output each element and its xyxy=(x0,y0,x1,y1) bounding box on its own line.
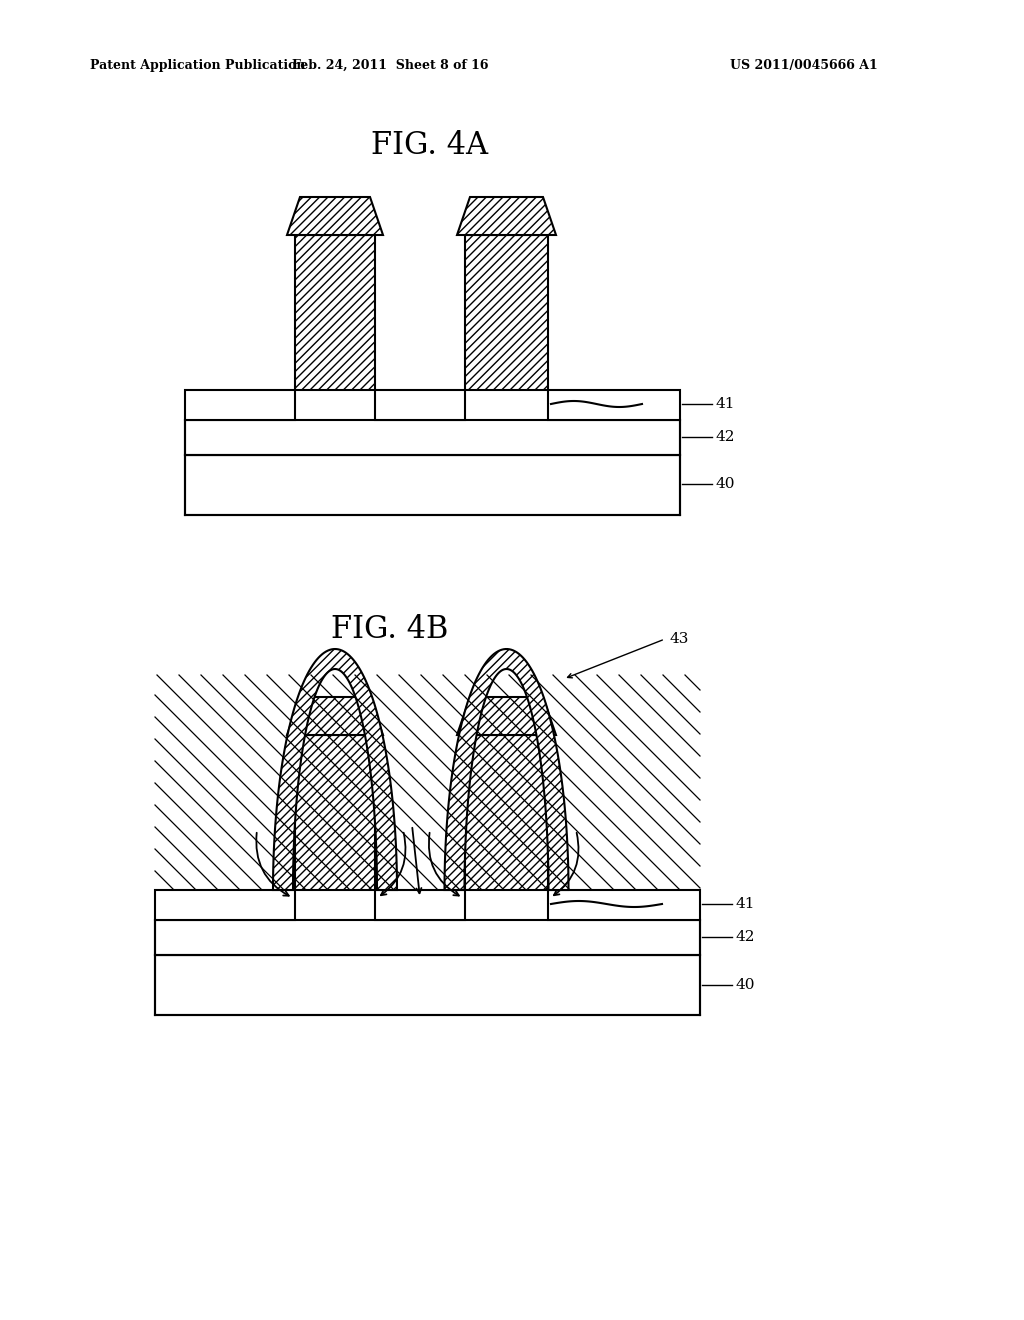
Polygon shape xyxy=(457,197,556,235)
Polygon shape xyxy=(287,697,383,735)
Polygon shape xyxy=(155,920,700,954)
Polygon shape xyxy=(375,890,465,920)
Polygon shape xyxy=(548,890,700,920)
Polygon shape xyxy=(155,890,295,920)
Text: 40: 40 xyxy=(736,978,756,993)
Polygon shape xyxy=(465,235,548,389)
Text: Feb. 24, 2011  Sheet 8 of 16: Feb. 24, 2011 Sheet 8 of 16 xyxy=(292,58,488,71)
Polygon shape xyxy=(185,389,295,420)
Text: 41: 41 xyxy=(736,898,756,911)
Polygon shape xyxy=(287,197,383,235)
Text: FIG. 4A: FIG. 4A xyxy=(372,129,488,161)
Text: 40: 40 xyxy=(716,477,735,491)
Polygon shape xyxy=(185,420,680,455)
Polygon shape xyxy=(155,954,700,1015)
Text: Patent Application Publication: Patent Application Publication xyxy=(90,58,305,71)
Text: US 2011/0045666 A1: US 2011/0045666 A1 xyxy=(730,58,878,71)
Polygon shape xyxy=(295,235,375,389)
Text: 42: 42 xyxy=(716,430,735,444)
Polygon shape xyxy=(375,389,465,420)
Polygon shape xyxy=(444,649,568,890)
Polygon shape xyxy=(273,649,397,890)
Text: 43: 43 xyxy=(670,632,689,645)
Polygon shape xyxy=(185,455,680,515)
Polygon shape xyxy=(548,389,680,420)
Polygon shape xyxy=(295,735,375,890)
Text: 41: 41 xyxy=(716,397,735,411)
Text: FIG. 4B: FIG. 4B xyxy=(332,615,449,645)
Polygon shape xyxy=(465,735,548,890)
Polygon shape xyxy=(457,697,556,735)
Text: 42: 42 xyxy=(736,931,756,944)
